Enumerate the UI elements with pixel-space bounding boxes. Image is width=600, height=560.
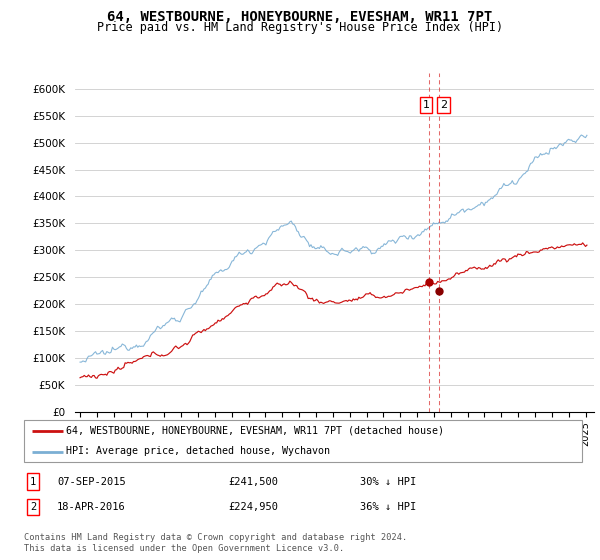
Text: 2: 2 bbox=[30, 502, 36, 512]
Text: 1: 1 bbox=[422, 100, 430, 110]
Text: 18-APR-2016: 18-APR-2016 bbox=[57, 502, 126, 512]
Text: 36% ↓ HPI: 36% ↓ HPI bbox=[360, 502, 416, 512]
Text: 64, WESTBOURNE, HONEYBOURNE, EVESHAM, WR11 7PT: 64, WESTBOURNE, HONEYBOURNE, EVESHAM, WR… bbox=[107, 10, 493, 24]
Text: 1: 1 bbox=[30, 477, 36, 487]
Text: 07-SEP-2015: 07-SEP-2015 bbox=[57, 477, 126, 487]
Text: 64, WESTBOURNE, HONEYBOURNE, EVESHAM, WR11 7PT (detached house): 64, WESTBOURNE, HONEYBOURNE, EVESHAM, WR… bbox=[66, 426, 444, 436]
Text: HPI: Average price, detached house, Wychavon: HPI: Average price, detached house, Wych… bbox=[66, 446, 330, 456]
Text: 30% ↓ HPI: 30% ↓ HPI bbox=[360, 477, 416, 487]
Text: 2: 2 bbox=[440, 100, 447, 110]
Text: £241,500: £241,500 bbox=[228, 477, 278, 487]
Text: Price paid vs. HM Land Registry's House Price Index (HPI): Price paid vs. HM Land Registry's House … bbox=[97, 21, 503, 34]
Text: Contains HM Land Registry data © Crown copyright and database right 2024.
This d: Contains HM Land Registry data © Crown c… bbox=[24, 533, 407, 553]
FancyBboxPatch shape bbox=[24, 420, 582, 462]
Text: £224,950: £224,950 bbox=[228, 502, 278, 512]
